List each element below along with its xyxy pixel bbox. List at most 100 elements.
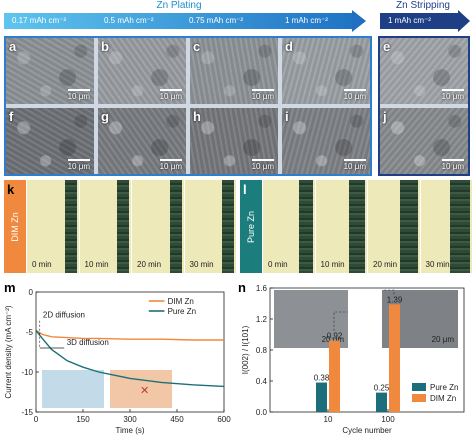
strip-time-label: 0 min — [32, 260, 52, 269]
x-tick-label: 450 — [170, 415, 184, 424]
inset-sem-left — [274, 290, 348, 348]
plating-title: Zn Plating — [156, 0, 202, 11]
strip-time-label: 10 min — [84, 260, 109, 269]
y-tick-label: 1.6 — [256, 284, 268, 293]
panel-letter-m: m — [4, 280, 16, 295]
panel-letter-h: h — [193, 109, 201, 124]
y-tick-label: -15 — [21, 408, 33, 417]
zn-electrode-band — [450, 180, 470, 273]
zn-electrode-band — [298, 180, 313, 273]
sem-image-d: d 10 μm — [282, 38, 370, 104]
y-tick-label: 1.2 — [256, 315, 268, 324]
sem-image-b: b 10 μm — [98, 38, 186, 104]
strip-time-label: 20 min — [137, 260, 162, 269]
strip-side-label-pure-zn: Pure Zn — [240, 180, 262, 273]
sem-image-f: f 10 μm — [6, 108, 94, 174]
x-tick-label: 600 — [217, 415, 231, 424]
scale-bar-i: 10 μm — [344, 159, 366, 171]
y-tick-label: 0.0 — [256, 408, 268, 417]
stripping-label: 1 mAh cm⁻² — [388, 16, 431, 25]
connector-left — [333, 311, 348, 331]
sem-image-e: e 10 μm — [380, 38, 468, 104]
panel-letter-c: c — [193, 39, 201, 54]
xrd-ratio-bar-chart: 20 μm 20 μm 0.0 0.4 0.8 1.2 1.6 10 0.38 0.92 100 0.… — [241, 284, 465, 435]
x-tick-label: 0 — [34, 415, 39, 424]
sem-image-i: i 10 μm — [282, 108, 370, 174]
inset-3d-diffusion — [42, 370, 104, 408]
x-tick-label: 100 — [381, 415, 395, 424]
y-tick-label: 0.8 — [256, 346, 268, 355]
zn-electrode-band — [64, 180, 77, 273]
legend-swatch — [412, 383, 426, 391]
panel-letter-l: l — [243, 182, 247, 197]
inset-scale-left: 20 μm — [322, 335, 345, 344]
sem-image-c: c 10 μm — [190, 38, 278, 104]
panel-letter-j: j — [383, 109, 387, 124]
bar-pure-zn — [376, 392, 387, 412]
bar-dim-zn — [389, 304, 400, 412]
y-axis-label: Current density (mA cm⁻²) — [4, 305, 13, 398]
strip-time-label: 30 min — [189, 260, 214, 269]
strip-time-label: 20 min — [373, 260, 398, 269]
plating-label-4: 1 mAh cm⁻² — [285, 16, 328, 25]
in-situ-strip-pure-zn: l Pure Zn 0 min 10 min 20 min 30 min — [240, 180, 472, 273]
y-tick-label: -10 — [21, 368, 33, 377]
bar-dim-zn — [329, 340, 340, 412]
strip-time-label: 0 min — [268, 260, 288, 269]
legend-label: DIM Zn — [168, 297, 194, 306]
sem-image-a: a 10 μm — [6, 38, 94, 104]
y-tick-label: 0 — [29, 288, 34, 297]
scale-bar-e: 10 μm — [442, 89, 464, 101]
plating-label-2: 0.5 mAh cm⁻² — [104, 16, 154, 25]
y-tick-label: 0.4 — [256, 377, 268, 386]
series-line-pure-zn — [35, 329, 225, 388]
strip-side-label-dim-zn: DIM Zn — [4, 180, 26, 273]
legend-label: DIM Zn — [430, 394, 456, 403]
scale-bar-d: 10 μm — [344, 89, 366, 101]
annotation-3d-diffusion: 3D diffusion — [67, 338, 109, 347]
inset-cross-mark: ✕ — [140, 385, 149, 397]
sem-image-j: j 10 μm — [380, 108, 468, 174]
zn-stripping-arrow: Zn Stripping 1 mAh cm⁻² — [380, 0, 474, 36]
panel-letter-d: d — [285, 39, 293, 54]
panel-letter-g: g — [101, 109, 109, 124]
y-axis-label: I(002) / I(101) — [241, 325, 250, 374]
panel-letter-n: n — [238, 280, 246, 295]
scale-bar-a: 10 μm — [68, 89, 90, 101]
stripping-arrow-bar — [380, 13, 460, 29]
sem-image-g: g 10 μm — [98, 108, 186, 174]
panel-letter-b: b — [101, 39, 109, 54]
x-axis-label: Cycle number — [342, 426, 392, 435]
panel-letter-i: i — [285, 109, 289, 124]
legend-label: Pure Zn — [168, 307, 196, 316]
y-tick-label: -5 — [26, 328, 34, 337]
bar-value-label: 0.92 — [327, 332, 343, 341]
x-tick-label: 10 — [324, 415, 333, 424]
plating-label-1: 0.17 mAh cm⁻² — [12, 16, 67, 25]
panel-letter-a: a — [9, 39, 17, 54]
sem-image-h: h 10 μm — [190, 108, 278, 174]
zn-electrode-band — [399, 180, 418, 273]
bar-value-label: 0.25 — [374, 384, 390, 393]
scale-bar-h: 10 μm — [252, 159, 274, 171]
zn-electrode-band — [349, 180, 365, 273]
x-tick-label: 300 — [123, 415, 137, 424]
strip-time-label: 30 min — [425, 260, 450, 269]
zn-electrode-band — [222, 180, 234, 273]
strip-time-label: 10 min — [320, 260, 345, 269]
annotation-2d-diffusion: 2D diffusion — [43, 311, 85, 320]
inset-scale-right: 20 μm — [432, 335, 455, 344]
scale-bar-g: 10 μm — [160, 159, 182, 171]
legend-swatch — [412, 394, 426, 402]
panel-letter-e: e — [383, 39, 391, 54]
scale-bar-b: 10 μm — [160, 89, 182, 101]
zn-plating-arrow: Zn Plating 0.17 mAh cm⁻² 0.5 mAh cm⁻² 0.… — [4, 0, 366, 36]
x-axis-label: Time (s) — [115, 426, 144, 435]
bar-value-label: 1.39 — [387, 295, 403, 304]
plating-arrow-head — [352, 10, 366, 32]
panel-letter-f: f — [9, 109, 14, 124]
panel-letter-k: k — [7, 182, 15, 197]
plating-label-3: 0.75 mAh cm⁻² — [189, 16, 244, 25]
legend-label: Pure Zn — [430, 383, 458, 392]
